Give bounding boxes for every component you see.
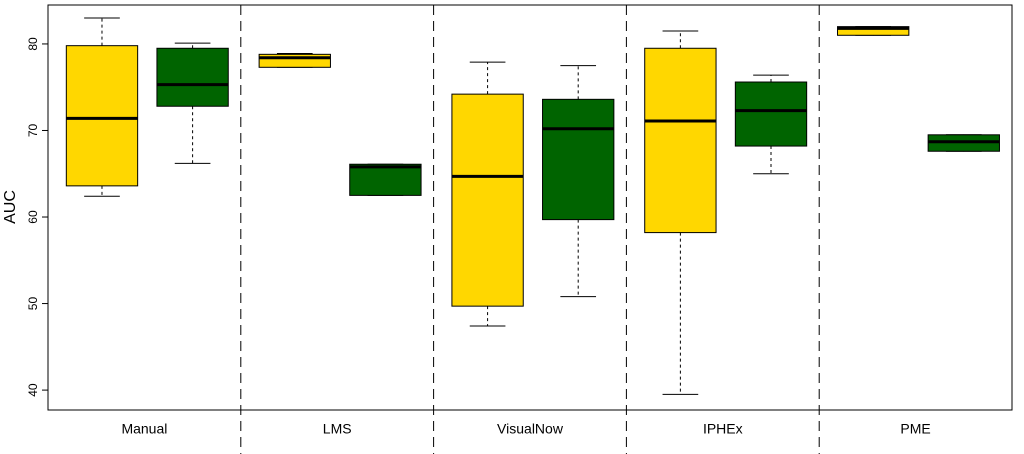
y-tick-label: 60: [26, 210, 40, 224]
box: [837, 26, 910, 36]
x-tick-label: VisualNow: [497, 421, 564, 437]
x-tick-label: PME: [900, 421, 930, 437]
x-tick-label: IPHEx: [703, 421, 743, 437]
box: [734, 81, 808, 147]
box: [156, 47, 229, 107]
box: [542, 98, 615, 221]
box: [349, 163, 422, 196]
box: [644, 47, 717, 234]
x-tick-label: LMS: [323, 421, 352, 437]
box: [451, 93, 524, 307]
y-tick-label: 50: [26, 297, 40, 311]
plot-frame: [47, 4, 1013, 411]
box: [65, 45, 139, 187]
y-tick-label: 80: [26, 37, 40, 51]
y-axis-label: AUC: [2, 190, 19, 224]
x-tick-label: Manual: [121, 421, 167, 437]
y-tick-label: 40: [26, 383, 40, 397]
box: [258, 53, 331, 68]
y-tick-label: 70: [26, 123, 40, 137]
